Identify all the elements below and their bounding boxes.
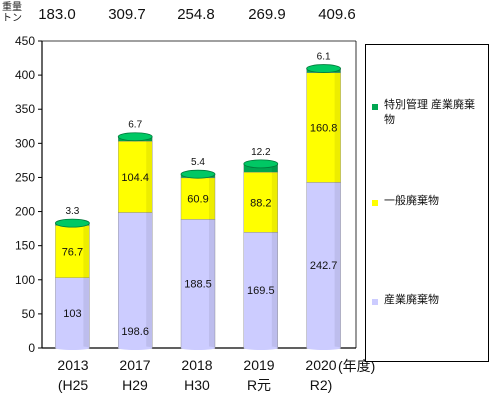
- data-label-special: 3.3: [65, 206, 79, 217]
- y-tick-label: 300: [15, 136, 35, 150]
- bar-shade: [83, 277, 90, 348]
- bar-segment-0-2018: [180, 219, 216, 349]
- bar-shade: [271, 163, 278, 173]
- data-label-special: 12.2: [251, 147, 271, 158]
- bar-shade: [146, 141, 153, 213]
- x-label-2019: 2019: [243, 357, 275, 373]
- bar-top-cap-2019: [243, 159, 279, 169]
- bar-base-2019: [243, 346, 278, 350]
- bar-segment-1-2019: [243, 171, 279, 233]
- data-label-industrial: 188.5: [184, 279, 212, 291]
- bar-segment-1-2020: [306, 72, 341, 183]
- bar-shade: [334, 72, 341, 183]
- y-tick-label: 0: [28, 341, 35, 355]
- data-label-general: 104.4: [121, 172, 149, 184]
- x-sublabel-h29: H29: [122, 377, 148, 393]
- bar-segment-1-2018: [180, 177, 216, 220]
- data-label-industrial: 242.7: [310, 260, 338, 272]
- data-label-special: 5.4: [191, 157, 205, 168]
- data-label-special: 6.7: [128, 120, 142, 131]
- x-label-2013: 2013: [57, 357, 89, 373]
- x-label-2018: 2018: [181, 357, 213, 373]
- bar-shade: [146, 212, 153, 348]
- bar-top-cap-2013: [55, 218, 90, 228]
- x-label-2020: 2020: [305, 357, 337, 373]
- data-label-industrial: 198.6: [121, 326, 149, 338]
- y-tick-label: 150: [15, 239, 35, 253]
- bar-base-2013: [55, 346, 90, 350]
- x-label-2017: 2017: [119, 357, 151, 373]
- bar-segment-0-2020: [306, 182, 341, 349]
- x-sublabel-h25: (H25: [57, 377, 89, 393]
- x-sublabel-r1: R元: [246, 377, 272, 393]
- bar-shade: [271, 172, 278, 233]
- data-label-general: 76.7: [62, 247, 83, 259]
- total-2017: 309.7: [108, 6, 146, 23]
- total-2019: 269.9: [248, 6, 286, 23]
- legend: 特別管理 産業廃棄物 一般廃棄物 産業廃棄物: [365, 44, 489, 362]
- bar-segment-0-2013: [55, 277, 90, 349]
- x-axis-unit: (年度): [338, 358, 376, 374]
- bar-top-cap-2017: [117, 132, 153, 142]
- bar-segment-1-2017: [117, 141, 153, 213]
- bar-top-cap-2018: [180, 169, 216, 179]
- legend-swatch-special: [372, 104, 378, 110]
- total-2020: 409.6: [318, 6, 356, 23]
- y-tick-label: 400: [15, 68, 35, 82]
- bar-shade: [83, 225, 90, 278]
- x-sublabel-h30: H30: [184, 377, 210, 393]
- legend-label-special: 特別管理 産業廃棄物: [384, 99, 476, 126]
- y-tick-label: 200: [15, 205, 35, 219]
- bar-shade: [209, 219, 215, 348]
- bar-segment-1-2013: [55, 225, 90, 278]
- bar-shade: [209, 177, 215, 220]
- y-tick-label: 450: [15, 34, 35, 48]
- y-tick-label: 350: [15, 102, 35, 116]
- bar-base-2017: [118, 346, 153, 350]
- y-tick-label: 100: [15, 273, 35, 287]
- legend-label-general: 一般廃棄物: [384, 195, 439, 207]
- bar-shade: [334, 182, 341, 348]
- x-sublabel-r2: R2): [309, 377, 333, 393]
- y-tick-label: 50: [22, 307, 36, 321]
- legend-label-industrial: 産業廃棄物: [384, 294, 439, 306]
- data-label-industrial: 103: [63, 308, 81, 320]
- bar-base-2018: [181, 346, 215, 350]
- stacked-bar-chart: 0 50 100 150 200 250 300 350 400 450 103 76.7 3.3 198…: [15, 34, 357, 355]
- bar-top-cap-2020: [306, 64, 342, 73]
- data-label-special: 6.1: [317, 52, 331, 63]
- y-tick-label: 250: [15, 170, 35, 184]
- bar-shade: [271, 232, 278, 348]
- data-label-general: 88.2: [250, 197, 271, 209]
- bar-base-2020: [306, 346, 341, 350]
- unit-label: 重量 トン: [2, 2, 22, 24]
- data-label-general: 60.9: [187, 194, 208, 206]
- data-label-industrial: 169.5: [247, 285, 275, 297]
- total-2018: 254.8: [177, 6, 215, 23]
- legend-swatch-industrial: [372, 299, 378, 305]
- total-2013: 183.0: [38, 6, 76, 23]
- legend-swatch-general: [372, 200, 378, 206]
- data-label-general: 160.8: [310, 123, 338, 135]
